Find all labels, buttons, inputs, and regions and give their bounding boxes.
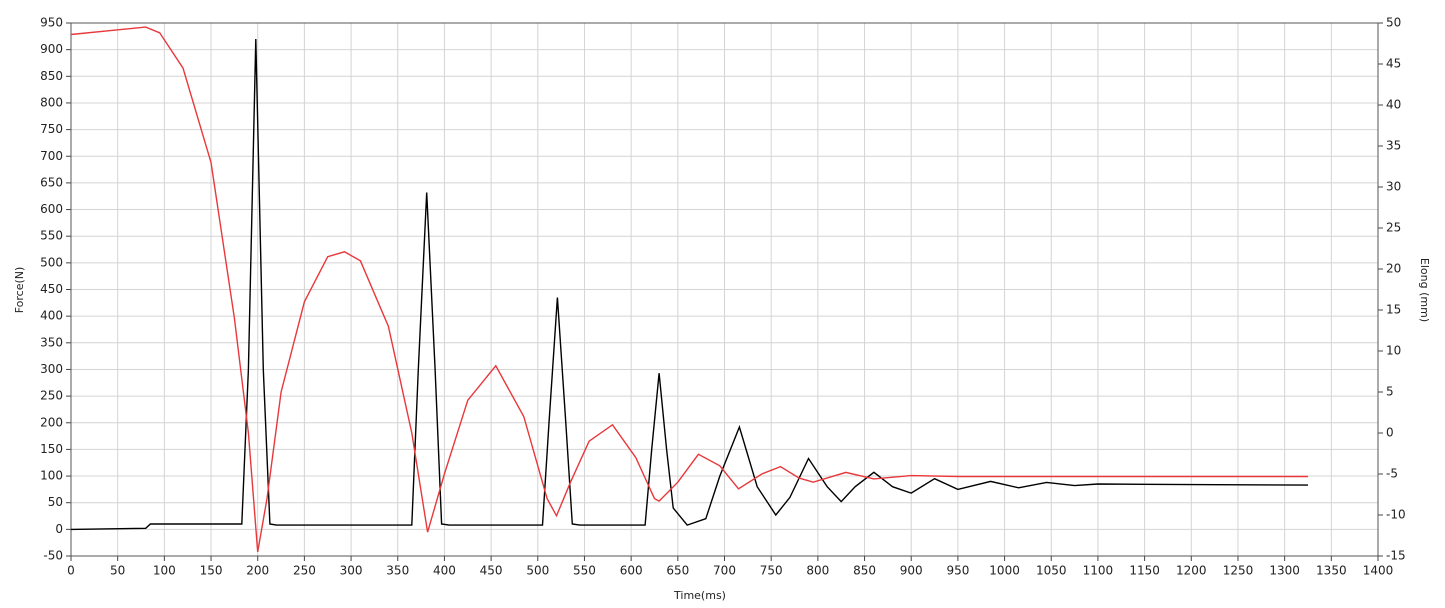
y2-tick-label: -15 <box>1386 549 1406 563</box>
y2-tick-label: 5 <box>1386 385 1394 399</box>
x-tick-label: 400 <box>433 564 456 578</box>
y-tick-label: 450 <box>40 282 63 296</box>
y-tick-label: 100 <box>40 469 63 483</box>
x-tick-label: 250 <box>293 564 316 578</box>
y-tick-label: 600 <box>40 202 63 216</box>
data-line <box>70 26 1308 553</box>
y-tick-label: 0 <box>55 522 63 536</box>
y-tick-label: 150 <box>40 442 63 456</box>
y-tick-label: 50 <box>48 495 63 509</box>
y-tick-label: 500 <box>40 255 63 269</box>
y2-tick-label: -5 <box>1386 467 1398 481</box>
x-tick-label: 300 <box>340 564 363 578</box>
y2-tick-label: 40 <box>1386 98 1401 112</box>
plot-frame <box>70 22 1379 557</box>
y-tick-label: 850 <box>40 69 63 83</box>
y2-tick-label: 25 <box>1386 221 1401 235</box>
y-tick-label: 650 <box>40 175 63 189</box>
x-axis-label: Time(ms) <box>673 589 726 602</box>
x-tick-label: 850 <box>853 564 876 578</box>
y-tick-label: 200 <box>40 415 63 429</box>
x-tick-label: 650 <box>666 564 689 578</box>
y2-tick-label: 35 <box>1386 139 1401 153</box>
y2-tick-label: 20 <box>1386 262 1401 276</box>
x-tick-label: 1300 <box>1269 564 1300 578</box>
x-tick-label: 600 <box>620 564 643 578</box>
x-tick-label: 0 <box>67 564 75 578</box>
y-tick-label: 550 <box>40 229 63 243</box>
y2-tick-label: 0 <box>1386 426 1394 440</box>
x-tick-label: 800 <box>806 564 829 578</box>
y-tick-label: 950 <box>40 16 63 30</box>
x-tick-label: 700 <box>713 564 736 578</box>
x-tick-label: 900 <box>900 564 923 578</box>
x-tick-label: 1050 <box>1036 564 1067 578</box>
y-tick-label: 750 <box>40 122 63 136</box>
y-tick-label: 900 <box>40 42 63 56</box>
x-tick-label: 1150 <box>1129 564 1160 578</box>
y-axis-label: Force(N) <box>13 267 26 314</box>
x-tick-label: 500 <box>526 564 549 578</box>
x-tick-label: 350 <box>386 564 409 578</box>
y2-tick-label: 50 <box>1386 16 1401 30</box>
y2-axis-label: Elong (mm) <box>1418 258 1431 322</box>
x-tick-label: 1000 <box>989 564 1020 578</box>
x-tick-label: 150 <box>200 564 223 578</box>
x-tick-label: 1400 <box>1363 564 1394 578</box>
y2-tick-label: 30 <box>1386 180 1401 194</box>
y-tick-label: 400 <box>40 309 63 323</box>
x-tick-label: 1100 <box>1083 564 1114 578</box>
data-line <box>70 38 1309 531</box>
y-tick-label: 250 <box>40 389 63 403</box>
y2-tick-label: -10 <box>1386 508 1406 522</box>
x-tick-label: 200 <box>246 564 269 578</box>
y2-tick-label: 45 <box>1386 57 1401 71</box>
y2-tick-label: 15 <box>1386 303 1401 317</box>
x-tick-label: 750 <box>760 564 783 578</box>
x-tick-label: 550 <box>573 564 596 578</box>
y-tick-label: 800 <box>40 95 63 109</box>
y-tick-label: 700 <box>40 149 63 163</box>
x-tick-label: 100 <box>153 564 176 578</box>
x-tick-label: 950 <box>946 564 969 578</box>
y-tick-label: 300 <box>40 362 63 376</box>
y-tick-label: -50 <box>43 549 63 563</box>
x-tick-label: 1350 <box>1316 564 1347 578</box>
x-tick-label: 450 <box>480 564 503 578</box>
y-tick-label: 350 <box>40 335 63 349</box>
x-tick-label: 1250 <box>1223 564 1254 578</box>
x-tick-label: 1200 <box>1176 564 1207 578</box>
y2-tick-label: 10 <box>1386 344 1401 358</box>
x-tick-label: 50 <box>110 564 125 578</box>
